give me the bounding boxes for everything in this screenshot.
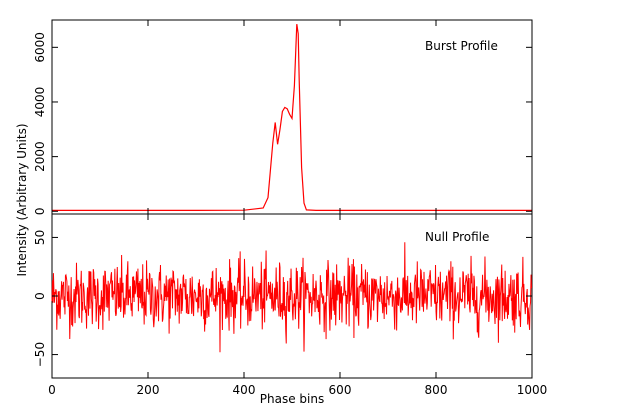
x-tick-label: 1000	[517, 383, 548, 397]
null-y-ticks: −50 0 50	[33, 230, 532, 367]
y-tick-label: 50	[33, 230, 47, 245]
x-tick-label: 0	[48, 383, 56, 397]
x-tick-label: 800	[425, 383, 448, 397]
null-profile-line	[51, 242, 533, 353]
x-tick-label: 200	[137, 383, 160, 397]
y-tick-label: 4000	[33, 87, 47, 118]
y-tick-label: 2000	[33, 141, 47, 172]
null-panel: −50 0 50 0 200 400 600 800 1000 Null Profile	[33, 213, 547, 397]
null-panel-label: Null Profile	[425, 230, 489, 244]
x-tick-label: 400	[233, 383, 256, 397]
y-tick-label: 0	[33, 207, 47, 215]
x-tick-label: 600	[329, 383, 352, 397]
burst-x-ticks	[51, 20, 533, 214]
burst-y-ticks: 0 2000 4000 6000	[33, 32, 532, 215]
x-axis-title: Phase bins	[260, 392, 324, 406]
y-tick-label: −50	[33, 342, 47, 367]
null-x-ticks: 0 200 400 600 800 1000	[48, 214, 547, 397]
y-axis-title: Intensity (Arbitrary Units)	[15, 123, 29, 276]
burst-panel: 0 2000 4000 6000 Burst Profile	[33, 19, 533, 215]
burst-panel-label: Burst Profile	[425, 39, 498, 53]
y-tick-label: 6000	[33, 32, 47, 63]
burst-profile-line	[52, 24, 532, 211]
y-tick-label: 0	[33, 292, 47, 300]
